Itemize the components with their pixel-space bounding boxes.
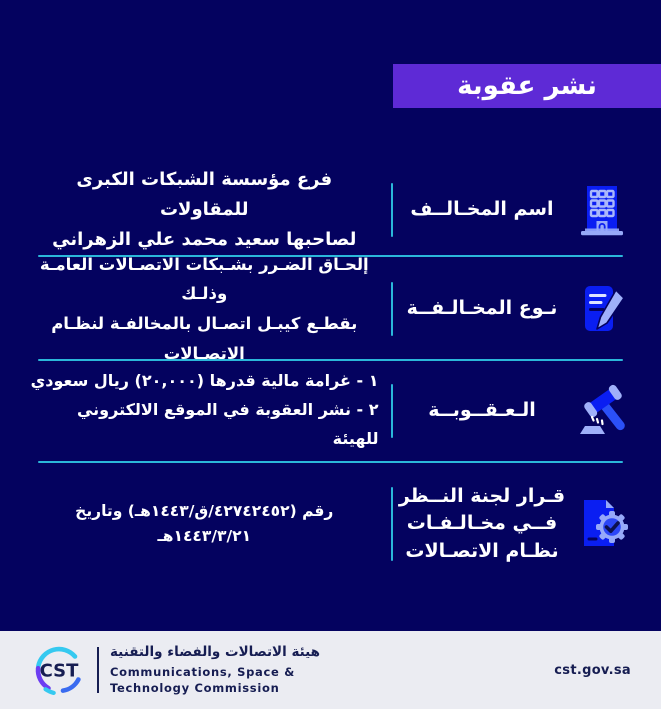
row-violation-type: نـوع المخـالـفــة إلحـاق الضـرر بشـبكات …	[0, 255, 661, 363]
row-content-violator-name: فرع مؤسسة الشبكات الكبرى للمقاولات لصاحب…	[52, 169, 357, 250]
row-penalty: الـعـقــوبــة ١ - غرامة مالية قدرها (٢٠,…	[0, 362, 661, 459]
org-name-arabic: هيئة الاتصالات والفضاء والتقنية	[110, 644, 321, 661]
website-text: cst.gov.sa	[554, 662, 631, 678]
building-icon	[571, 179, 633, 241]
row-label-violation-type: نـوع المخـالـفــة	[406, 297, 558, 320]
row-content-penalty: ١ - غرامة مالية قدرها (٢٠,٠٠٠) ريال سعود…	[30, 371, 379, 448]
divider	[38, 461, 623, 463]
vertical-separator	[390, 383, 393, 438]
divider	[38, 255, 623, 257]
divider	[38, 359, 623, 361]
footer-logo-divider	[97, 647, 99, 693]
row-content-violation-type: إلحـاق الضـرر بشـبكات الاتصـالات العامـة…	[39, 254, 369, 363]
banner-title: نشر عقوبة	[457, 71, 597, 101]
row-committee-decision: قـرار لجنة النــظر فــي مخـالـفـات نظـام…	[0, 464, 661, 584]
document-pen-icon	[571, 278, 633, 340]
vertical-separator	[390, 183, 393, 237]
row-label-penalty: الـعـقــوبــة	[428, 398, 536, 421]
footer-org-names: هيئة الاتصالات والفضاء والتقنية Communic…	[110, 644, 320, 696]
cst-logo: CST	[35, 646, 81, 695]
vertical-separator	[390, 487, 393, 561]
gavel-icon	[571, 380, 633, 442]
footer: CST هيئة الاتصالات والفضاء والتقنية Comm…	[0, 631, 661, 709]
row-label-violator-name: اسم المخـالــف	[410, 198, 554, 221]
row-label-committee-decision: قـرار لجنة النــظر فــي مخـالـفـات نظـام…	[398, 484, 566, 562]
decision-document-gear-icon	[571, 493, 633, 555]
row-content-committee-decision: رقم (٤٢٧٤٢٤٥٢/ق/١٤٤٣هـ) وتاريخ ١٤٤٣/٣/٢١…	[75, 502, 334, 545]
vertical-separator	[390, 282, 393, 336]
banner: نشر عقوبة	[393, 64, 661, 108]
org-name-english: Communications, Space & Technology Commi…	[110, 664, 295, 695]
cst-logo-text: CST	[40, 661, 80, 682]
row-violator-name: اسم المخـالــف فرع مؤسسة الشبكات الكبرى …	[0, 164, 661, 256]
